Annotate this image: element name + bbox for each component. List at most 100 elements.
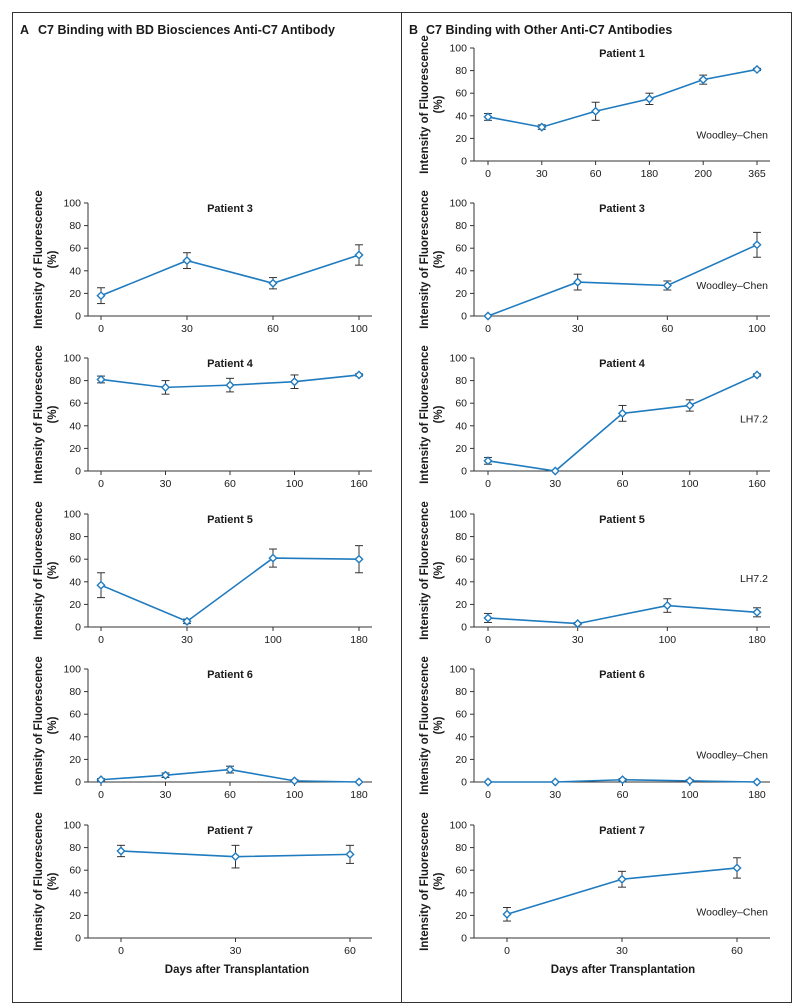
chart-title: Patient 4 — [599, 358, 646, 370]
y-tick-label: 100 — [449, 664, 467, 676]
data-point — [345, 849, 355, 859]
x-tick-label: 30 — [181, 634, 193, 646]
x-tick-label: 60 — [224, 789, 236, 801]
data-point — [354, 370, 364, 380]
data-point — [573, 277, 583, 287]
x-axis-label-a: Days after Transplantation — [165, 964, 309, 976]
chart-title: Patient 3 — [207, 203, 253, 215]
data-point — [483, 777, 493, 787]
panel-b-title: C7 Binding with Other Anti-C7 Antibodies — [426, 23, 672, 37]
y-tick-label: 80 — [69, 842, 81, 854]
data-point — [116, 846, 126, 856]
x-tick-label: 100 — [681, 789, 699, 801]
x-tick-label: 180 — [748, 789, 766, 801]
x-tick-label: 0 — [118, 945, 124, 957]
y-axis-label: Intensity of Fluorescence — [419, 812, 431, 951]
y-tick-label: 40 — [69, 265, 81, 277]
y-tick-label: 60 — [69, 398, 81, 410]
y-tick-label: 40 — [455, 110, 467, 122]
y-tick-label: 0 — [75, 311, 81, 323]
y-axis-label-unit: (%) — [433, 561, 445, 579]
y-tick-label: 60 — [455, 243, 467, 255]
y-axis-label-unit: (%) — [433, 405, 445, 423]
data-point — [617, 775, 628, 785]
antibody-annotation: LH7.2 — [740, 413, 768, 425]
x-tick-label: 30 — [549, 789, 561, 801]
charts-layer: 0 20 40 60 80 100 0 30 60 100 Intensity of Fluores… — [33, 35, 770, 957]
data-point — [483, 456, 493, 466]
x-tick-label: 160 — [350, 478, 368, 490]
data-point — [502, 909, 512, 919]
chart-title: Patient 5 — [207, 514, 253, 526]
x-tick-label: 60 — [617, 478, 629, 490]
x-tick-label: 0 — [485, 478, 491, 490]
chart-b-patient-4: 0 20 40 60 80 100 0 30 60 100 160 Intensity of Fluo… — [419, 345, 770, 490]
data-point — [96, 374, 106, 385]
data-point — [591, 106, 601, 116]
y-tick-label: 60 — [69, 865, 81, 877]
data-point — [289, 377, 300, 387]
y-tick-label: 100 — [449, 353, 467, 365]
y-tick-label: 20 — [455, 910, 467, 922]
y-tick-label: 80 — [455, 842, 467, 854]
y-tick-label: 80 — [69, 686, 81, 698]
y-tick-label: 80 — [69, 375, 81, 387]
y-tick-label: 80 — [455, 375, 467, 387]
y-tick-label: 20 — [69, 443, 81, 455]
data-point — [644, 94, 654, 104]
chart-title: Patient 1 — [599, 48, 645, 60]
data-point — [617, 408, 628, 418]
y-tick-label: 60 — [455, 88, 467, 100]
chart-b-patient-7: 0 20 40 60 80 100 0 30 60 Intensity of Fluorescen… — [419, 812, 770, 957]
data-point — [483, 311, 493, 321]
y-tick-label: 60 — [455, 709, 467, 721]
y-tick-label: 40 — [69, 887, 81, 899]
data-point — [483, 112, 493, 122]
x-tick-label: 60 — [661, 323, 673, 335]
x-tick-label: 0 — [98, 323, 104, 335]
y-tick-label: 100 — [449, 43, 467, 55]
y-tick-label: 100 — [63, 820, 81, 832]
panel-a-letter: A — [20, 23, 29, 37]
x-tick-label: 30 — [549, 478, 561, 490]
y-tick-label: 0 — [75, 933, 81, 945]
y-axis-label-unit: (%) — [47, 405, 59, 423]
data-point — [752, 777, 762, 787]
y-tick-label: 100 — [449, 509, 467, 521]
x-tick-label: 180 — [748, 634, 766, 646]
y-tick-label: 40 — [69, 420, 81, 432]
chart-a-patient-4: 0 20 40 60 80 100 0 30 60 100 160 Intensity of Fluo… — [33, 345, 372, 490]
data-point — [225, 764, 235, 775]
y-tick-label: 40 — [69, 731, 81, 743]
y-tick-label: 40 — [455, 265, 467, 277]
data-point — [752, 240, 762, 250]
y-tick-label: 60 — [69, 709, 81, 721]
y-tick-label: 0 — [461, 156, 467, 168]
antibody-annotation: Woodley–Chen — [696, 749, 768, 761]
x-tick-label: 100 — [286, 478, 304, 490]
antibody-annotation: LH7.2 — [740, 573, 768, 585]
x-tick-label: 30 — [160, 789, 172, 801]
x-tick-label: 100 — [748, 323, 766, 335]
y-tick-label: 20 — [69, 288, 81, 300]
y-tick-label: 40 — [455, 731, 467, 743]
chart-title: Patient 7 — [207, 825, 253, 837]
chart-b-patient-1: 0 20 40 60 80 100 0 30 60 180 200 365 Intensity of F… — [419, 35, 770, 180]
x-tick-label: 100 — [659, 634, 677, 646]
chart-title: Patient 7 — [599, 825, 645, 837]
x-tick-label: 30 — [181, 323, 193, 335]
x-tick-label: 60 — [590, 168, 602, 180]
y-tick-label: 100 — [63, 198, 81, 210]
x-tick-label: 0 — [98, 634, 104, 646]
y-axis-label-unit: (%) — [47, 561, 59, 579]
chart-title: Patient 4 — [207, 358, 254, 370]
y-axis-label: Intensity of Fluorescence — [419, 190, 431, 329]
x-tick-label: 0 — [98, 478, 104, 490]
series-line — [487, 604, 758, 625]
x-tick-label: 30 — [230, 945, 242, 957]
y-tick-label: 60 — [455, 398, 467, 410]
y-tick-label: 80 — [69, 220, 81, 232]
x-tick-label: 0 — [485, 789, 491, 801]
chart-title: Patient 3 — [599, 203, 645, 215]
